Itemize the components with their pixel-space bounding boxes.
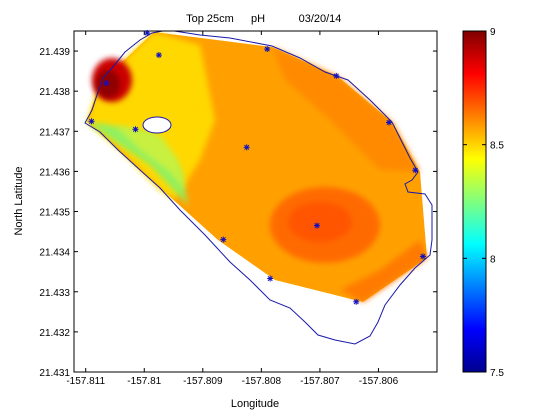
x-tick-label: -157.808 — [242, 376, 282, 387]
title-date: 03/20/14 — [299, 13, 342, 25]
sample-marker — [144, 30, 151, 37]
surface-darkred-hotspot — [96, 70, 120, 98]
surface-lightgreen-zone — [115, 125, 185, 190]
x-tick-label: -157.81 — [127, 376, 161, 387]
axes-box — [73, 30, 438, 373]
y-tick-label: 21.434 — [39, 248, 70, 259]
sample-marker — [313, 222, 320, 229]
colorbar-tick-label: 9 — [490, 27, 496, 38]
sample-marker — [103, 80, 110, 87]
y-tick-label: 21.435 — [39, 208, 70, 219]
x-tick-label: -157.811 — [66, 376, 105, 387]
sample-marker — [412, 167, 419, 174]
sample-marker — [264, 46, 271, 53]
y-tick-label: 21.433 — [39, 288, 70, 299]
surface-orange-core-inner — [288, 202, 352, 242]
sample-marker — [155, 52, 162, 59]
x-tick-label: -157.806 — [359, 376, 399, 387]
surface-orange-ne — [272, 47, 420, 172]
y-tick-label: 21.438 — [39, 87, 70, 98]
colorbar-ticks: 7.5 8 8.5 9 — [463, 27, 504, 379]
x-axis-ticks: -157.811 -157.81 -157.809 -157.808 -157.807 -… — [66, 31, 399, 387]
sample-marker — [333, 72, 340, 79]
x-tick-label: -157.807 — [300, 376, 340, 387]
sample-marker — [132, 126, 139, 133]
colorbar-tick-label: 8.5 — [490, 141, 504, 152]
x-tick-label: -157.809 — [183, 376, 223, 387]
title-variable: pH — [251, 13, 265, 25]
colorbar — [462, 30, 487, 373]
sample-markers — [88, 30, 426, 305]
sample-marker — [419, 253, 426, 260]
y-axis-ticks: 21.431 21.432 21.433 21.434 21.435 21.436 21.4… — [39, 47, 437, 379]
y-tick-label: 21.432 — [39, 328, 70, 339]
island-hole — [142, 116, 172, 134]
y-tick-label: 21.437 — [39, 127, 70, 138]
ph-surface — [87, 32, 427, 302]
x-axis-label: Longitude — [231, 398, 279, 410]
y-axis-label: North Latitude — [13, 166, 25, 235]
sample-marker — [88, 118, 95, 125]
title-depth: Top 25cm — [186, 13, 234, 25]
sample-marker — [220, 236, 227, 243]
colorbar-tick-label: 8 — [490, 254, 496, 265]
y-tick-label: 21.439 — [39, 47, 70, 58]
colorbar-tick-label: 7.5 — [490, 368, 504, 379]
sample-marker — [267, 275, 274, 282]
surface-orange-se — [340, 240, 427, 302]
y-tick-label: 21.436 — [39, 167, 70, 178]
y-tick-label: 21.431 — [39, 368, 70, 379]
sample-marker — [385, 119, 392, 126]
sample-marker — [243, 144, 250, 151]
shoreline — [84, 31, 433, 345]
sample-marker — [353, 298, 360, 305]
